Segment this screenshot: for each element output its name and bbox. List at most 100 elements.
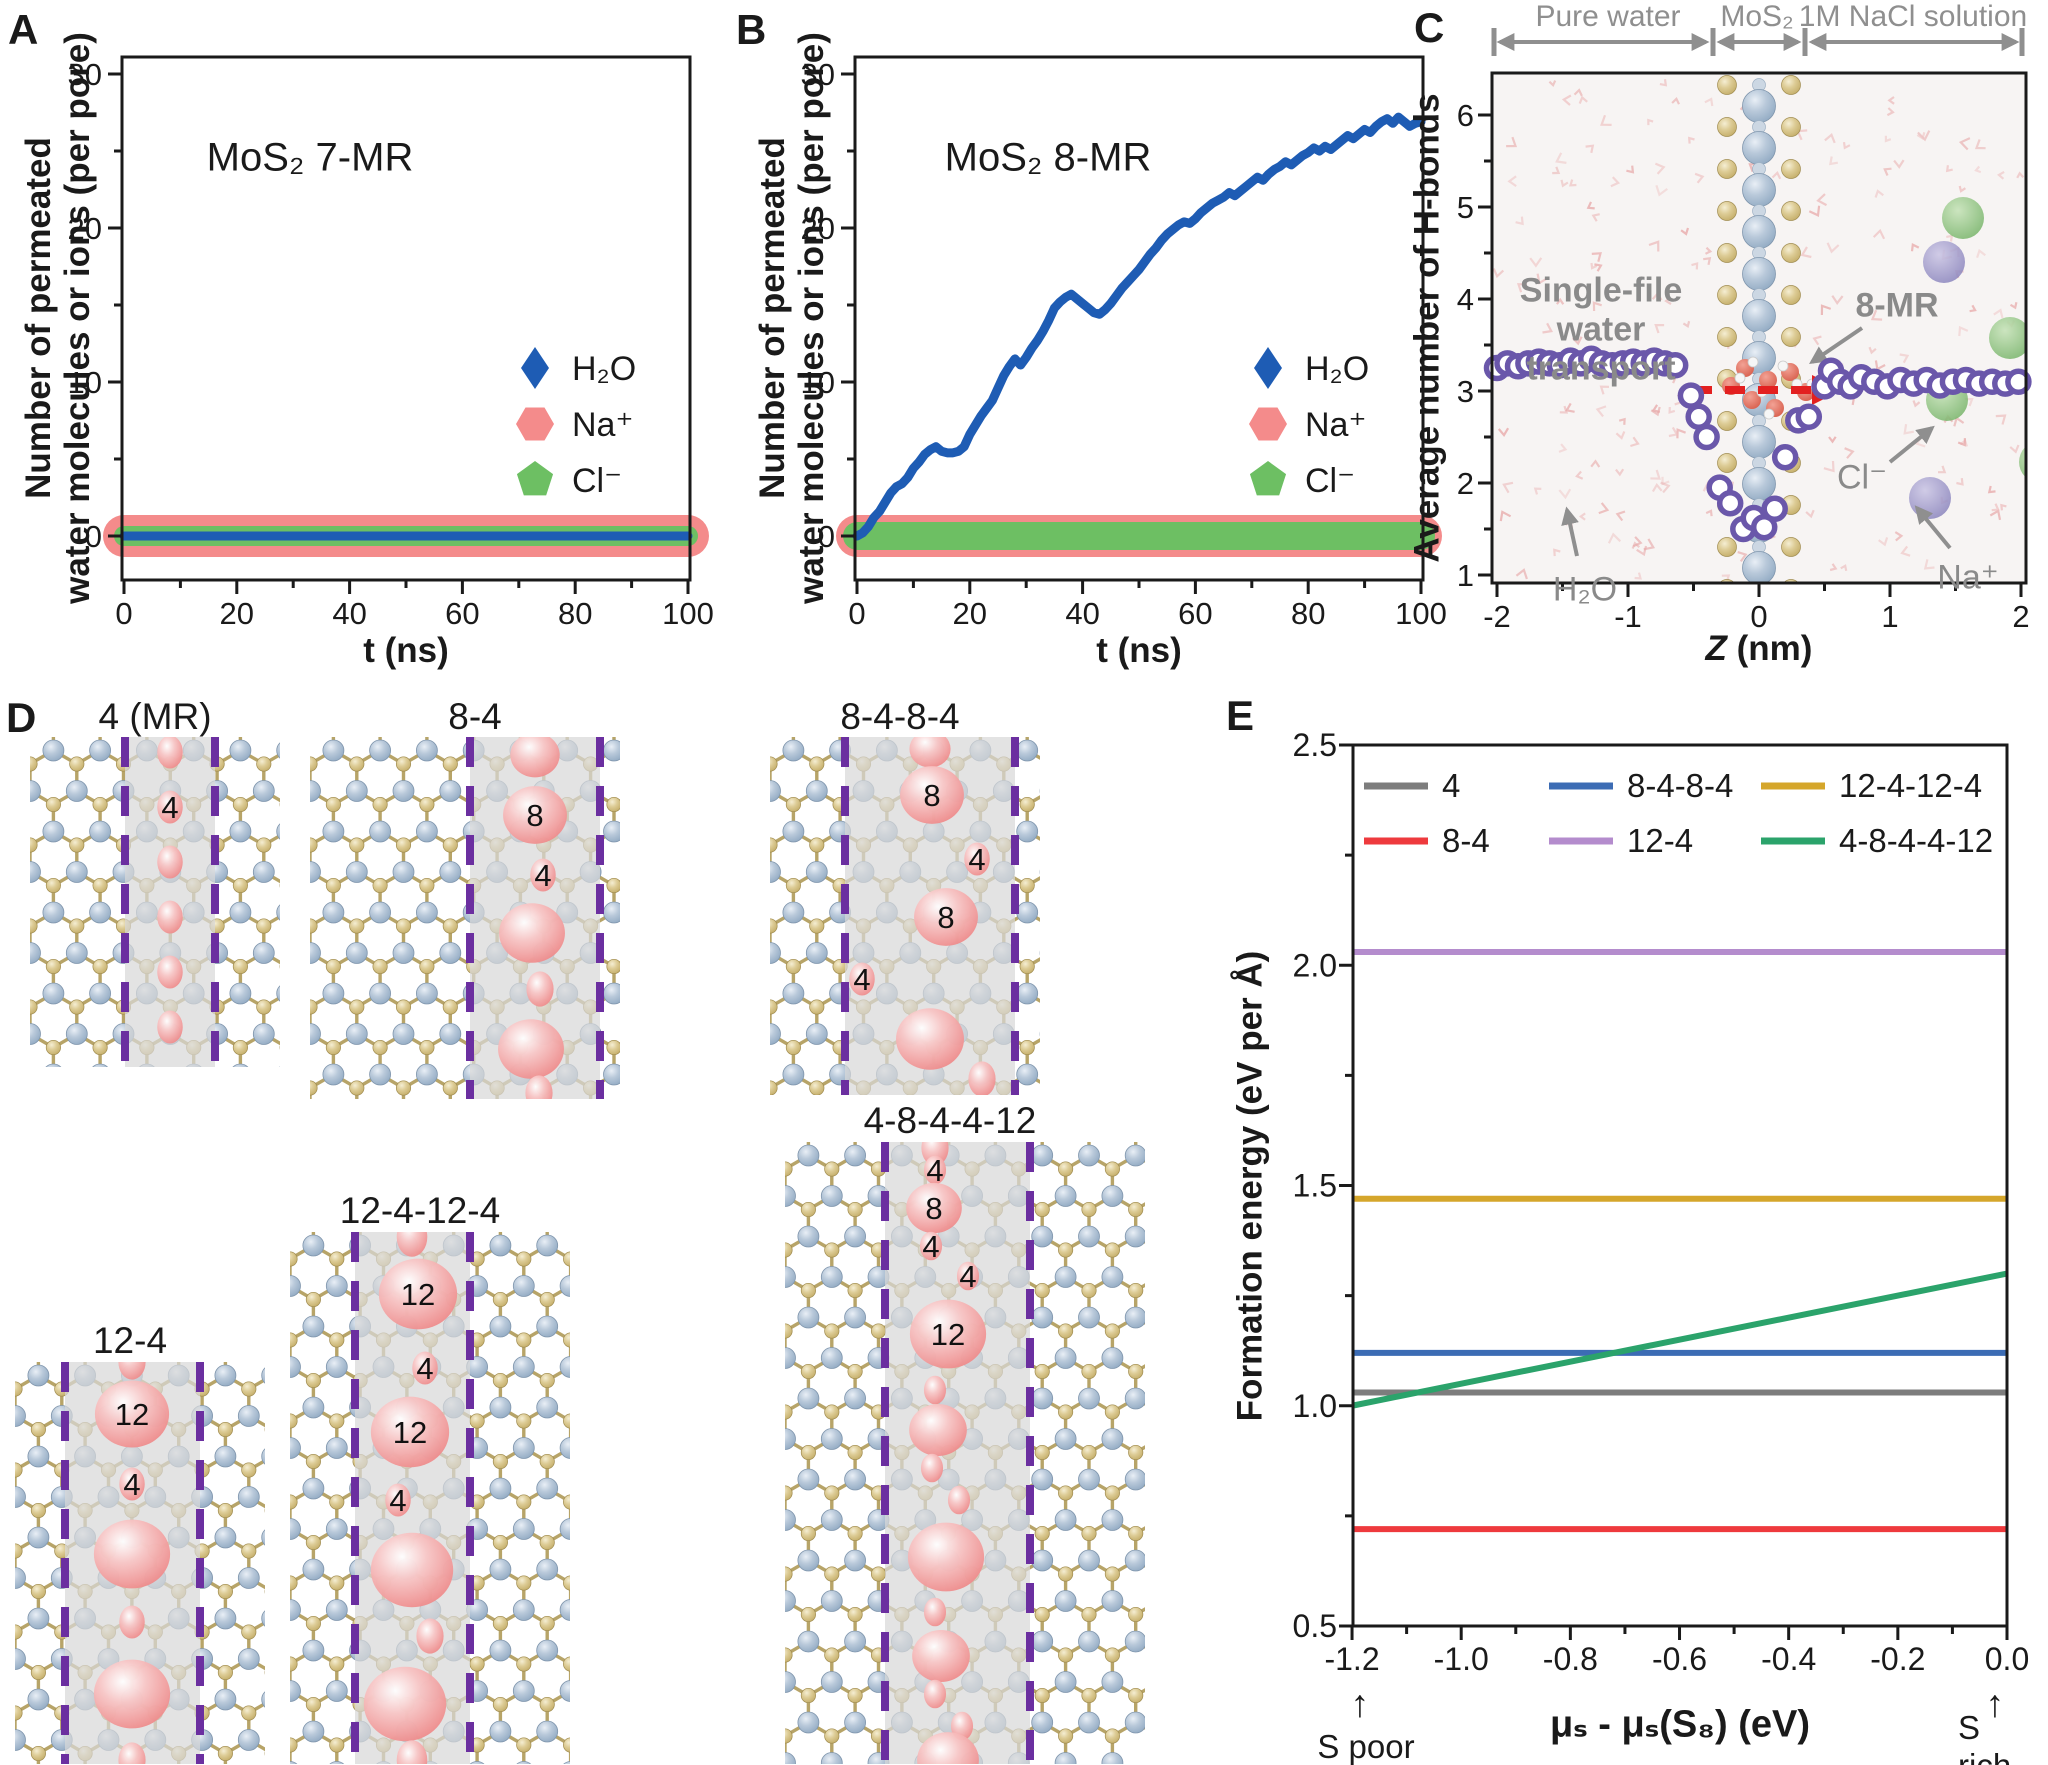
pore-blob [964,842,990,876]
tick-label: -2 [1483,599,1511,634]
structure-label: 12-4 [93,1320,167,1361]
pore-size-label: 4 [853,962,870,997]
structure-label: 4-8-4-4-12 [864,1100,1037,1141]
cl-ion-sphere [1989,317,2026,359]
pore-size-label: 4 [123,1467,140,1502]
pore-size-label: 4 [926,1153,943,1188]
tick-label: 6 [1457,98,1474,133]
pore-blob [526,971,554,1007]
pore-blob [370,1396,450,1468]
h2o-diamond-icon [1254,347,1282,389]
pore-blob [947,1485,971,1515]
legend-label: 4-8-4-4-12 [1839,822,1993,859]
cl-arrow-icon [1888,425,1935,464]
na-hexagon-icon [516,407,554,441]
data-point [1677,382,1705,409]
pore-blob [907,1522,985,1592]
tick-label: 1 [1457,558,1474,593]
tick-label: 2.5 [1293,727,1337,763]
pore-blob [510,737,560,778]
pore-size-label: 4 [416,1351,433,1386]
pore-structure-12-4-12-4: 12 4 12 4 [290,1232,570,1764]
pore-size-label: 4 [389,1483,406,1518]
pore-blob [914,888,978,946]
tick-label: 30 [68,57,102,92]
data-point [2005,368,2032,396]
pore-size-label: 4 [959,1259,976,1294]
region-annotation [1491,28,2025,56]
tick-label: 5 [1457,190,1474,225]
pore-blob [370,1532,454,1608]
region-label-mos2: MoS₂ [1720,0,1794,33]
tick-label: 100 [1395,596,1447,631]
s-rich-arrow-icon: ↑ [1985,1683,2005,1726]
pore-blob [923,1375,947,1405]
8mr-arrow-icon [1809,326,1864,365]
na-ion-sphere [1909,477,1951,519]
pore-structure-8-4: 84 [310,737,620,1099]
tick-label: 0.0 [1985,1641,2029,1677]
structure-label: 8-4-8-4 [840,696,959,737]
data-point [1693,423,1720,451]
pore-blob [93,1519,171,1589]
tick-label: -1.2 [1324,1641,1379,1677]
tick-label: 10 [801,365,835,400]
tick-label: 0 [85,519,102,554]
data-point [1795,403,1823,431]
tick-label: 1.5 [1293,1168,1337,1204]
structure-label: 4 (MR) [98,696,211,737]
legend-label: 8-4 [1442,822,1490,859]
pore-blob [157,955,183,989]
tick-label: 2.0 [1293,947,1337,983]
tick-label: -1 [1614,599,1642,634]
pore-blob [919,1231,943,1261]
pore-blob [909,1403,967,1457]
pore-blob [157,737,183,769]
hbond-scatter-series [1483,345,2032,543]
pore-structure-4-mr-: 4 [30,737,280,1067]
region-label-nacl: 1M NaCl solution [1798,0,2028,33]
panel-a-plot: H₂O Na⁺ Cl⁻ 0 20 40 60 80 100 0 10 20 30 [68,55,714,631]
panel-a-y-axis-title: Number of permeated water molecules or i… [18,32,97,604]
cl-pentagon-icon [1249,461,1287,496]
tick-label: 60 [1178,596,1212,631]
tick-label: 1 [1881,599,1898,634]
pore-blob [119,1605,145,1639]
pore-blob [499,903,565,963]
tick-label: 100 [662,596,714,631]
pore-size-label: 12 [393,1415,427,1450]
data-point [1661,351,1689,379]
annotation-8mr: 8-MR [1855,286,1939,325]
tick-label: 10 [68,365,102,400]
panel-b-x-axis-title: t (ns) [1096,631,1182,670]
h2o-arrow-icon [1561,506,1579,557]
legend-label: 8-4-8-4 [1627,767,1733,804]
pore-blob [920,1453,944,1483]
pore-size-label: 4 [922,1229,939,1264]
tick-label: 0 [848,596,865,631]
tick-label: 1.0 [1293,1388,1337,1424]
pore-blob [923,1597,947,1627]
pore-blob [157,1010,183,1044]
pore-blob [896,1008,964,1070]
panel-b-title: MoS₂ 8-MR [944,135,1152,180]
panel-e-y-axis-title: Formation energy (eV per Å) [1230,950,1270,1422]
panel-e-plot: -1.2 -1.0 -0.8 -0.6 -0.4 -0.2 0.0 0.5 1.0 1.5 2.0 2… [1293,727,2030,1677]
snapshot-background [1492,73,2026,583]
tick-label: 80 [1291,596,1325,631]
pore-blob [909,737,951,768]
legend-label: 12-4-12-4 [1839,767,1982,804]
tick-label: 20 [801,211,835,246]
na-ion-sphere [1923,241,1965,283]
pore-blob [157,790,183,824]
tick-label: -0.8 [1543,1641,1598,1677]
tick-label: 0 [818,519,835,554]
panel-b-label: B [736,6,767,53]
tick-label: 3 [1457,374,1474,409]
tick-label: -0.2 [1870,1641,1925,1677]
legend-label: Na⁺ [1305,406,1366,444]
